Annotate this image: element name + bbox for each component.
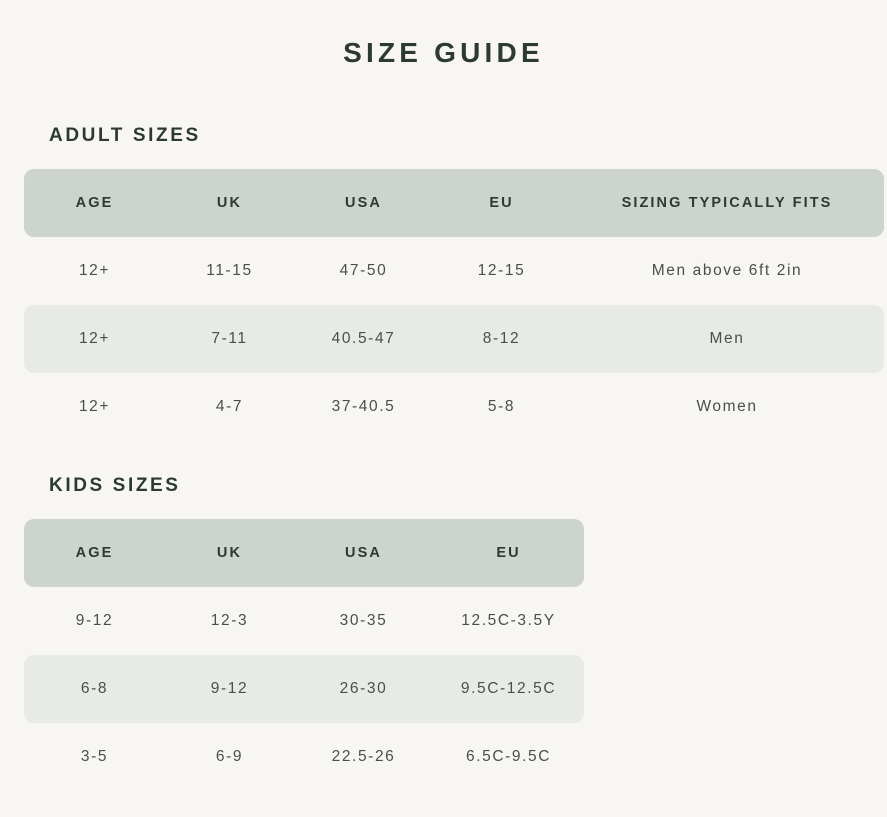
kids-sizes-table: AGE UK USA EU 9-12 12-3 30-35 12.5C-3.5Y… xyxy=(24,518,584,791)
cell-age: 6-8 xyxy=(80,679,109,697)
column-header-eu: EU xyxy=(496,544,521,561)
cell-eu: 9.5C-12.5C xyxy=(460,679,557,697)
section-heading-kids: KIDS SIZES xyxy=(49,474,181,496)
cell-eu: 6.5C-9.5C xyxy=(465,747,552,765)
cell-age: 12+ xyxy=(78,329,111,347)
cell-age: 9-12 xyxy=(75,611,114,629)
cell-sizing-fits: Women xyxy=(696,397,758,415)
cell-age: 12+ xyxy=(78,397,111,415)
table-row: 9-12 12-3 30-35 12.5C-3.5Y xyxy=(24,587,584,655)
cell-uk: 9-12 xyxy=(210,679,249,697)
cell-usa: 40.5-47 xyxy=(331,329,396,347)
cell-uk: 12-3 xyxy=(210,611,249,629)
cell-usa: 22.5-26 xyxy=(331,747,396,765)
cell-eu: 12-15 xyxy=(477,261,526,279)
section-heading-adult: ADULT SIZES xyxy=(49,124,201,146)
table-header-row: AGE UK USA EU SIZING TYPICALLY FITS xyxy=(24,168,884,237)
cell-uk: 7-11 xyxy=(211,329,248,347)
cell-age: 12+ xyxy=(78,261,111,279)
cell-sizing-fits: Men above 6ft 2in xyxy=(651,261,803,279)
table-row: 12+ 7-11 40.5-47 8-12 Men xyxy=(24,304,884,373)
table-row: 3-5 6-9 22.5-26 6.5C-9.5C xyxy=(24,723,584,791)
cell-age: 3-5 xyxy=(80,747,109,765)
column-header-usa: USA xyxy=(345,194,382,211)
table-header-row: AGE UK USA EU xyxy=(24,518,584,587)
cell-usa: 26-30 xyxy=(339,679,388,697)
table-row: 12+ 4-7 37-40.5 5-8 Women xyxy=(24,373,884,441)
column-header-sizing-typically-fits: SIZING TYPICALLY FITS xyxy=(621,194,833,211)
cell-usa: 30-35 xyxy=(339,611,388,629)
cell-uk: 4-7 xyxy=(215,397,244,415)
cell-sizing-fits: Men xyxy=(709,329,745,347)
table-row: 12+ 11-15 47-50 12-15 Men above 6ft 2in xyxy=(24,237,884,305)
cell-usa: 37-40.5 xyxy=(331,397,396,415)
column-header-eu: EU xyxy=(489,194,514,211)
page-title: SIZE GUIDE xyxy=(343,37,544,68)
cell-usa: 47-50 xyxy=(339,261,388,279)
column-header-uk: UK xyxy=(216,194,243,211)
adult-sizes-table: AGE UK USA EU SIZING TYPICALLY FITS 12+ … xyxy=(24,168,884,441)
column-header-age: AGE xyxy=(75,194,114,211)
cell-eu: 5-8 xyxy=(487,397,516,415)
cell-eu: 12.5C-3.5Y xyxy=(461,611,556,629)
cell-uk: 6-9 xyxy=(215,747,244,765)
column-header-age: AGE xyxy=(75,544,114,561)
table-row: 6-8 9-12 26-30 9.5C-12.5C xyxy=(24,654,584,723)
cell-eu: 8-12 xyxy=(482,329,521,347)
column-header-usa: USA xyxy=(345,544,382,561)
cell-uk: 11-15 xyxy=(206,261,253,279)
column-header-uk: UK xyxy=(216,544,243,561)
